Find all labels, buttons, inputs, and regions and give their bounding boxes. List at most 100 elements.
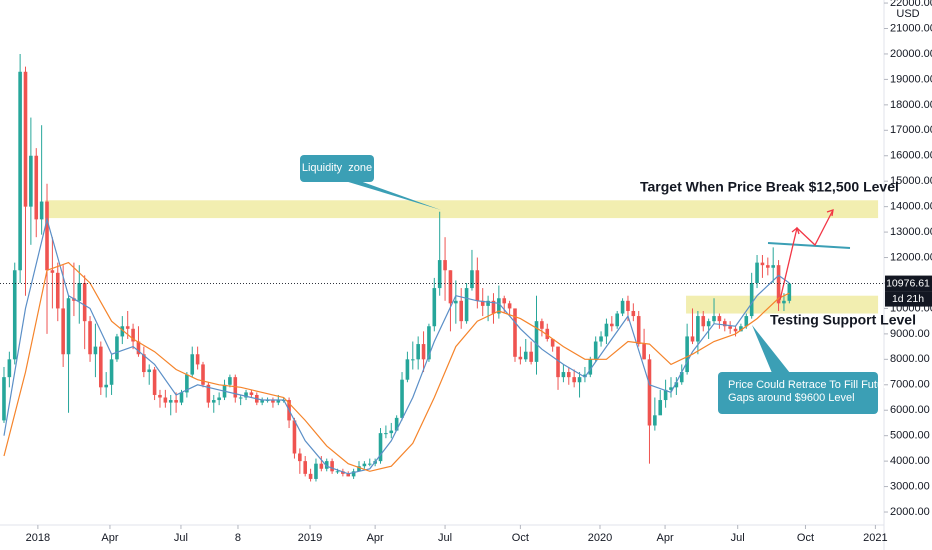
candle-body: [604, 323, 609, 337]
candle-body: [405, 359, 410, 380]
candle-body: [787, 283, 792, 301]
candle-body: [55, 272, 60, 309]
candle-body: [77, 282, 82, 301]
x-tick-label: 2020: [588, 532, 612, 544]
axis-unit: USD: [896, 8, 919, 20]
y-tick-label: 15000.00: [890, 175, 932, 187]
y-tick-label: 20000.00: [890, 48, 932, 60]
candle-body: [663, 389, 668, 401]
candle-body: [104, 384, 108, 388]
candle-body: [410, 359, 415, 361]
candle-body: [733, 328, 738, 332]
candle-body: [534, 321, 539, 362]
candle-body: [610, 323, 614, 327]
trend-line: [767, 242, 851, 249]
y-tick-label: 18000.00: [890, 99, 932, 111]
candle-body: [706, 321, 711, 327]
x-tick-label: Jul: [438, 532, 452, 544]
projection-arrow: [779, 209, 834, 301]
candle-body: [99, 346, 103, 388]
candle-body: [233, 377, 238, 398]
candle-body: [168, 400, 173, 403]
x-tick-label: 2018: [26, 532, 50, 544]
candle-body: [319, 463, 324, 469]
candle-body: [513, 308, 517, 357]
candle-body: [125, 326, 130, 329]
y-tick-label: 17000.00: [890, 124, 932, 136]
candle-body: [690, 336, 695, 342]
callout-pointer: [345, 181, 441, 210]
candle-body: [416, 344, 420, 360]
zone: [44, 200, 879, 219]
candle-body: [518, 356, 523, 360]
candle-body: [744, 316, 749, 327]
x-tick-label: Apr: [367, 532, 384, 544]
candle-body: [636, 316, 641, 345]
candle-body: [776, 265, 781, 304]
candle-body: [394, 417, 399, 431]
candle-body: [556, 346, 560, 378]
candle-body: [362, 463, 367, 467]
callout-text: Price Could Retrace To Fill Futures: [728, 379, 899, 391]
candle-body: [470, 270, 474, 289]
candle-body: [529, 351, 533, 362]
candle-body: [728, 326, 732, 329]
candle-body: [174, 400, 178, 403]
candle-body: [620, 300, 625, 314]
candle-body: [142, 354, 146, 373]
x-tick-label: 2019: [298, 532, 322, 544]
candle-body: [523, 351, 528, 360]
candle-body: [427, 326, 431, 360]
y-tick-label: 13000.00: [890, 226, 932, 238]
candle-body: [115, 336, 119, 360]
candle-body: [626, 300, 630, 311]
candle-body: [276, 400, 281, 403]
candle-body: [357, 466, 361, 472]
price-label: 10976.61: [886, 277, 930, 289]
candle-body: [459, 300, 464, 322]
candle-body: [550, 338, 555, 347]
candle-body: [497, 298, 501, 314]
candle-body: [766, 265, 770, 268]
candle-body: [335, 471, 340, 473]
candle-body: [120, 326, 125, 337]
candle-body: [717, 316, 722, 322]
y-tick-label: 16000.00: [890, 150, 932, 162]
candle-body: [23, 71, 28, 207]
candle-body: [378, 433, 383, 462]
x-tick-label: Oct: [797, 532, 814, 544]
y-tick-label: 22000.00: [890, 0, 932, 9]
callout-box: [718, 372, 878, 414]
candle-body: [351, 471, 356, 477]
candle-body: [136, 341, 141, 355]
candle-body: [577, 377, 582, 383]
candle-body: [308, 473, 313, 479]
y-tick-label: 14000.00: [890, 201, 932, 213]
y-tick-label: 4000.00: [890, 455, 930, 467]
candle-body: [93, 346, 98, 355]
candle-body: [674, 382, 679, 388]
candle-body: [7, 359, 12, 378]
candle-body: [722, 321, 727, 327]
arrow-head: [791, 226, 800, 235]
candle-body: [50, 270, 55, 273]
candle-body: [12, 270, 17, 360]
candle-body: [211, 400, 216, 403]
candle-body: [217, 397, 221, 401]
candle-body: [185, 374, 189, 393]
candle-body: [599, 336, 603, 342]
candle-body: [206, 384, 211, 403]
x-tick-label: 2021: [863, 532, 887, 544]
candle-body: [615, 313, 619, 327]
candle-body: [507, 303, 512, 309]
callout-text: Gaps around $9600 Level: [728, 392, 855, 404]
candle-body: [653, 415, 657, 426]
candle-body: [389, 430, 394, 434]
candle-body: [679, 372, 684, 383]
target-label: Target When Price Break $12,500 Level: [640, 179, 899, 195]
candle-body: [749, 282, 754, 317]
candle-body: [61, 308, 65, 355]
zone: [686, 295, 879, 314]
candle-body: [437, 260, 442, 289]
candle-body: [696, 316, 700, 342]
